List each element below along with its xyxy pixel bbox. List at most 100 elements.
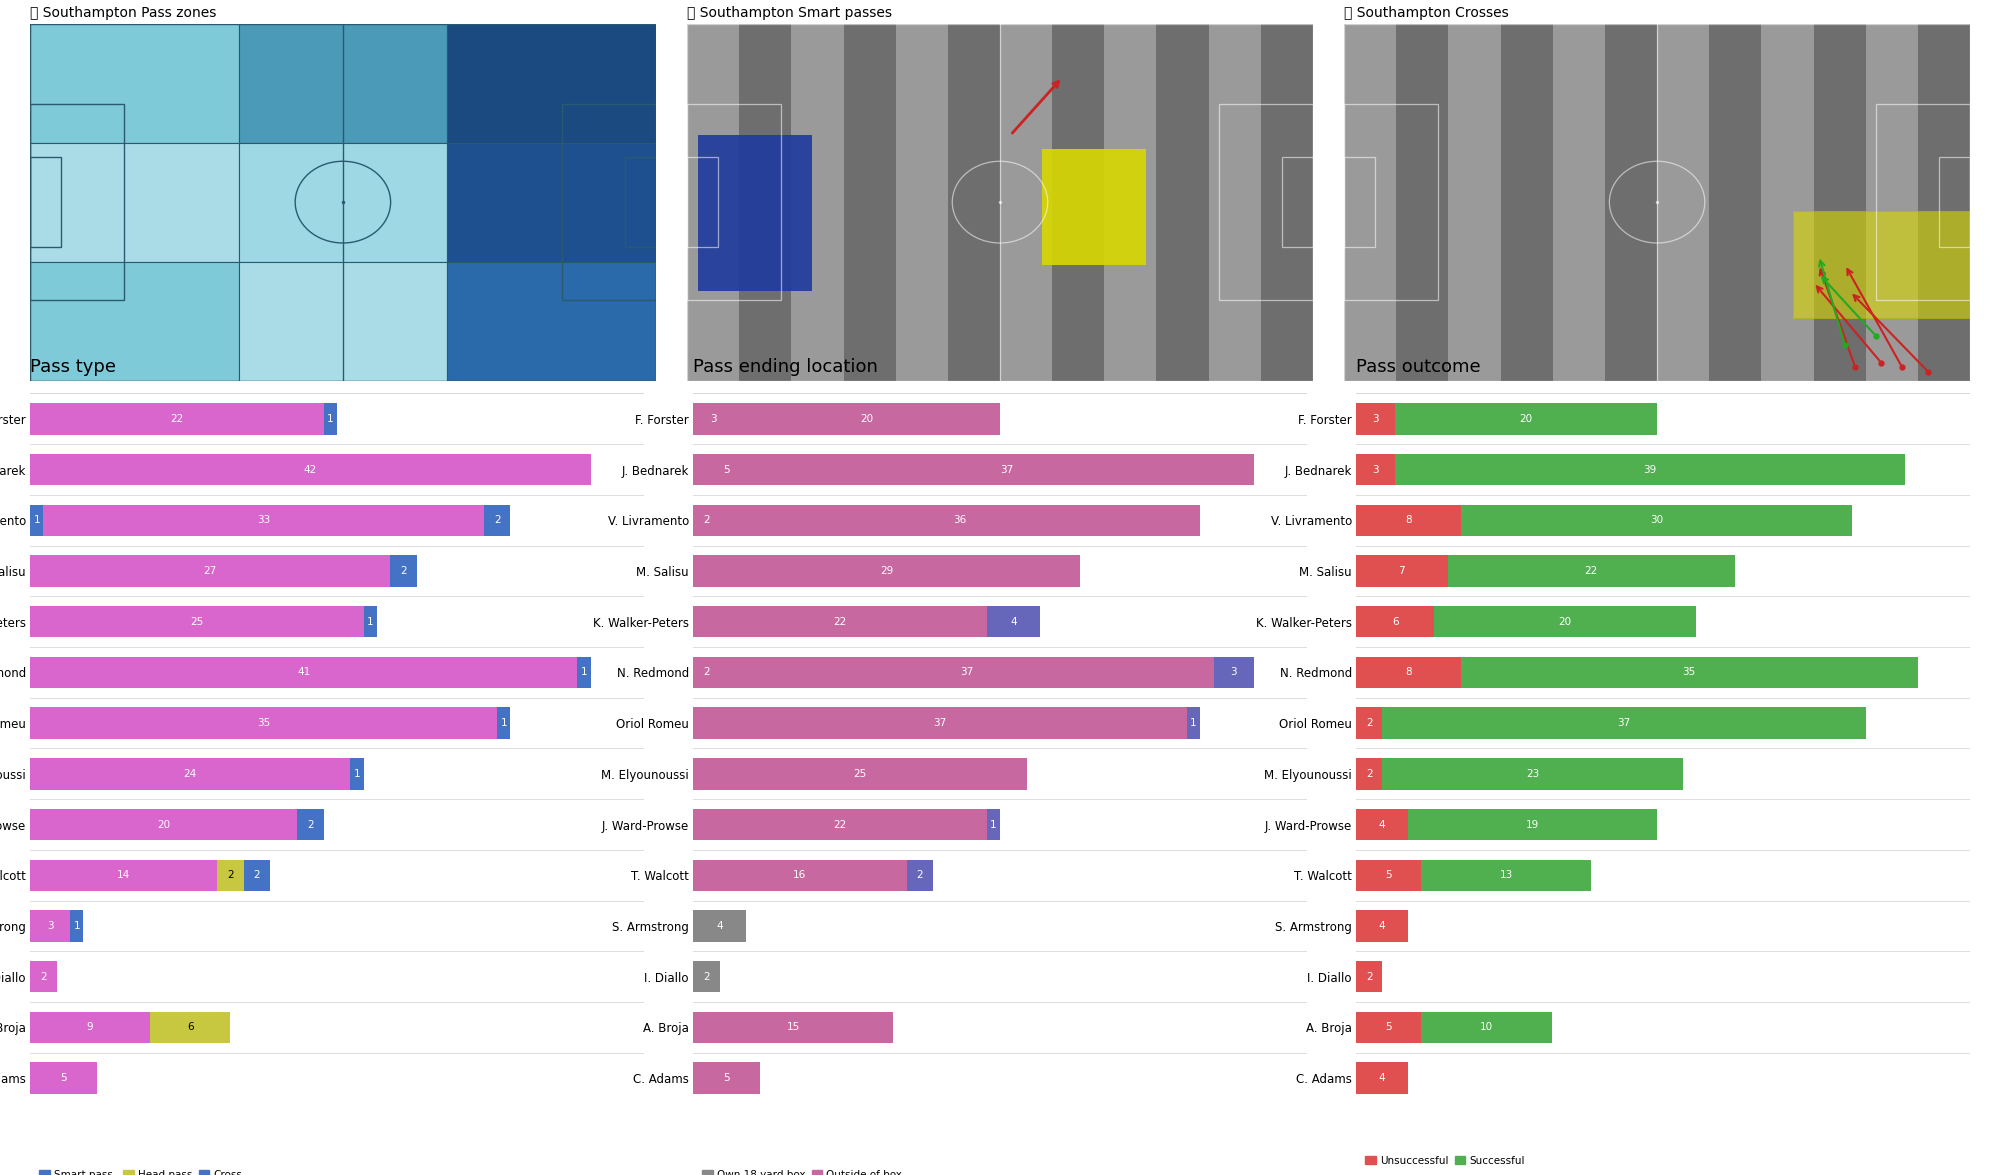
Bar	[578, 657, 590, 689]
Bar	[740, 24, 792, 381]
Bar	[720, 504, 1200, 536]
Bar	[1604, 24, 1658, 381]
Bar	[688, 157, 718, 247]
Text: 22: 22	[834, 820, 846, 830]
Text: 27: 27	[204, 566, 216, 576]
Text: ⚽ Southampton Crosses: ⚽ Southampton Crosses	[1344, 6, 1508, 20]
Bar	[238, 142, 448, 262]
Bar	[1052, 24, 1104, 381]
Bar	[1460, 504, 1852, 536]
Bar	[30, 103, 124, 301]
Text: 20: 20	[156, 820, 170, 830]
Text: 35: 35	[1682, 667, 1696, 678]
Bar	[1762, 24, 1814, 381]
Bar	[624, 157, 656, 247]
Bar	[694, 403, 734, 435]
Text: 8: 8	[1406, 515, 1412, 525]
Bar	[30, 403, 324, 435]
Text: 7: 7	[1398, 566, 1406, 576]
Bar	[906, 860, 934, 891]
Text: 2: 2	[40, 972, 46, 982]
Text: 3: 3	[1230, 667, 1236, 678]
Bar	[1356, 758, 1382, 790]
Bar	[1220, 103, 1312, 301]
Text: 19: 19	[1526, 820, 1540, 830]
Text: 20: 20	[1558, 617, 1572, 626]
Bar	[70, 911, 84, 941]
Legend: Unsuccessful, Successful: Unsuccessful, Successful	[1362, 1152, 1530, 1170]
Bar	[44, 504, 484, 536]
Bar	[734, 403, 1000, 435]
Bar	[1156, 24, 1208, 381]
Bar	[1876, 103, 1970, 301]
Bar	[390, 556, 418, 586]
Bar	[238, 24, 448, 142]
Text: 5: 5	[60, 1073, 66, 1083]
Text: 2: 2	[704, 667, 710, 678]
Text: 37: 37	[960, 667, 974, 678]
Bar	[1396, 24, 1448, 381]
Bar	[698, 135, 812, 291]
Bar	[324, 403, 336, 435]
Bar	[694, 504, 720, 536]
Text: Pass ending location: Pass ending location	[694, 358, 878, 376]
Bar	[1042, 148, 1146, 264]
Bar	[364, 606, 378, 637]
Text: 2: 2	[1366, 768, 1372, 779]
Bar	[1282, 157, 1312, 247]
Bar	[694, 707, 1186, 739]
Bar	[30, 262, 238, 381]
Bar	[1344, 103, 1438, 301]
Bar	[238, 262, 448, 381]
Bar	[30, 504, 44, 536]
Bar	[1104, 24, 1156, 381]
Text: 37: 37	[934, 718, 946, 728]
Text: 2: 2	[226, 871, 234, 880]
Bar	[1356, 657, 1460, 689]
Bar	[30, 454, 590, 485]
Bar	[986, 808, 1000, 840]
Bar	[694, 606, 986, 637]
Text: 6: 6	[1392, 617, 1398, 626]
Text: 22: 22	[1584, 566, 1598, 576]
Text: 2: 2	[1366, 718, 1372, 728]
Legend: Smart pass, Simple pass, Head pass, Hand pass, Cross: Smart pass, Simple pass, Head pass, Hand…	[36, 1166, 246, 1175]
Text: 2: 2	[916, 871, 924, 880]
Bar	[1938, 157, 1970, 247]
Bar	[694, 454, 760, 485]
Bar	[694, 808, 986, 840]
Text: ⚽ Southampton Pass zones: ⚽ Southampton Pass zones	[30, 6, 216, 20]
Text: 23: 23	[1526, 768, 1540, 779]
Bar	[720, 657, 1214, 689]
Bar	[1356, 454, 1396, 485]
Text: 3: 3	[1372, 414, 1378, 424]
Bar	[498, 707, 510, 739]
Text: 9: 9	[86, 1022, 94, 1033]
Text: 22: 22	[834, 617, 846, 626]
Bar	[694, 911, 746, 941]
Text: 2: 2	[1366, 972, 1372, 982]
Bar	[694, 556, 1080, 586]
Bar	[1710, 24, 1762, 381]
Bar	[694, 1012, 894, 1043]
Bar	[30, 1012, 150, 1043]
Bar	[1260, 24, 1312, 381]
Bar	[30, 657, 578, 689]
Text: 3: 3	[1372, 464, 1378, 475]
Bar	[30, 1062, 96, 1094]
Bar	[1356, 808, 1408, 840]
Bar	[1356, 606, 1434, 637]
Bar	[1552, 24, 1604, 381]
Text: 1: 1	[34, 515, 40, 525]
Text: 4: 4	[1378, 921, 1386, 931]
Bar	[694, 1062, 760, 1094]
Bar	[244, 860, 270, 891]
Bar	[30, 24, 238, 142]
Bar	[216, 860, 244, 891]
Text: 3: 3	[710, 414, 716, 424]
Text: Pass type: Pass type	[30, 358, 116, 376]
Text: 20: 20	[860, 414, 874, 424]
Bar	[760, 454, 1254, 485]
Text: 14: 14	[116, 871, 130, 880]
Text: 2: 2	[400, 566, 408, 576]
